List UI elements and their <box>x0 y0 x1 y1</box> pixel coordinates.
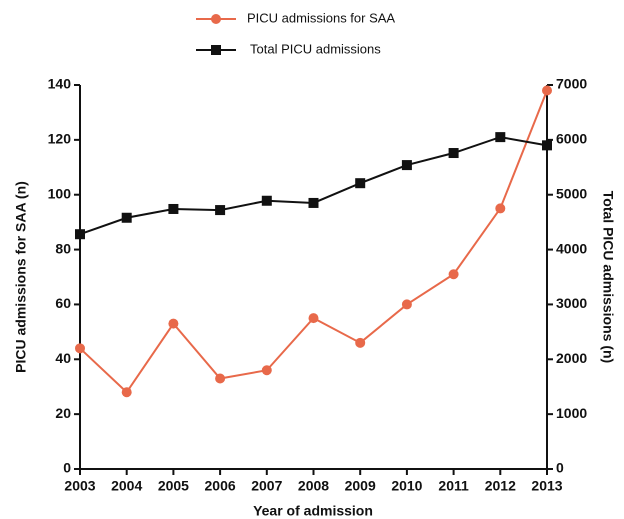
y2-tick-label: 3000 <box>556 295 587 311</box>
x-tick-label: 2007 <box>251 478 282 494</box>
marker <box>401 299 412 310</box>
x-tick-label: 2009 <box>345 478 376 494</box>
x-tick-label: 2005 <box>158 478 189 494</box>
marker <box>168 203 179 214</box>
legend-label: PICU admissions for SAA <box>247 10 395 25</box>
marker <box>308 197 319 208</box>
x-tick-label: 2004 <box>111 478 142 494</box>
x-tick-label: 2013 <box>531 478 562 494</box>
marker <box>308 313 319 324</box>
y2-tick-label: 7000 <box>556 76 587 92</box>
y2-tick-label: 2000 <box>556 350 587 366</box>
series-line <box>79 136 548 236</box>
marker <box>261 365 272 376</box>
y2-tick-label: 4000 <box>556 240 587 256</box>
x-axis-label: Year of admission <box>253 503 373 519</box>
marker <box>121 212 132 223</box>
x-tick-label: 2006 <box>205 478 236 494</box>
marker <box>261 195 272 206</box>
series-line <box>79 90 548 394</box>
legend-label: Total PICU admissions <box>250 41 381 56</box>
y-axis-label: PICU admissions for SAA (n) <box>13 181 29 373</box>
marker <box>75 229 85 240</box>
marker <box>168 318 179 329</box>
marker <box>121 387 132 398</box>
y-tick-label: 140 <box>48 76 72 92</box>
y2-axis-label: Total PICU admissions (n) <box>600 191 616 363</box>
y-tick-label: 20 <box>55 405 71 421</box>
y2-tick-label: 0 <box>556 460 564 476</box>
y2-tick-label: 6000 <box>556 131 587 147</box>
y-tick-label: 60 <box>55 295 71 311</box>
marker <box>495 203 506 214</box>
y2-tick-label: 5000 <box>556 185 587 201</box>
marker <box>211 14 221 24</box>
marker <box>75 343 85 354</box>
marker <box>355 178 366 189</box>
y-tick-label: 0 <box>63 460 71 476</box>
marker <box>542 85 552 96</box>
marker <box>355 337 366 348</box>
marker <box>401 160 412 171</box>
marker <box>215 373 226 384</box>
x-tick-label: 2003 <box>64 478 95 494</box>
y-tick-label: 120 <box>48 131 72 147</box>
marker <box>495 132 506 143</box>
marker <box>448 269 459 280</box>
marker <box>215 205 226 216</box>
marker <box>211 45 221 55</box>
y-tick-label: 80 <box>55 240 71 256</box>
y2-tick-label: 1000 <box>556 405 587 421</box>
marker <box>542 140 552 151</box>
x-tick-label: 2012 <box>485 478 516 494</box>
y-tick-label: 40 <box>55 350 71 366</box>
marker <box>448 148 459 159</box>
y-tick-label: 100 <box>48 185 72 201</box>
x-tick-label: 2010 <box>391 478 422 494</box>
x-tick-label: 2008 <box>298 478 329 494</box>
x-tick-label: 2011 <box>438 478 469 494</box>
